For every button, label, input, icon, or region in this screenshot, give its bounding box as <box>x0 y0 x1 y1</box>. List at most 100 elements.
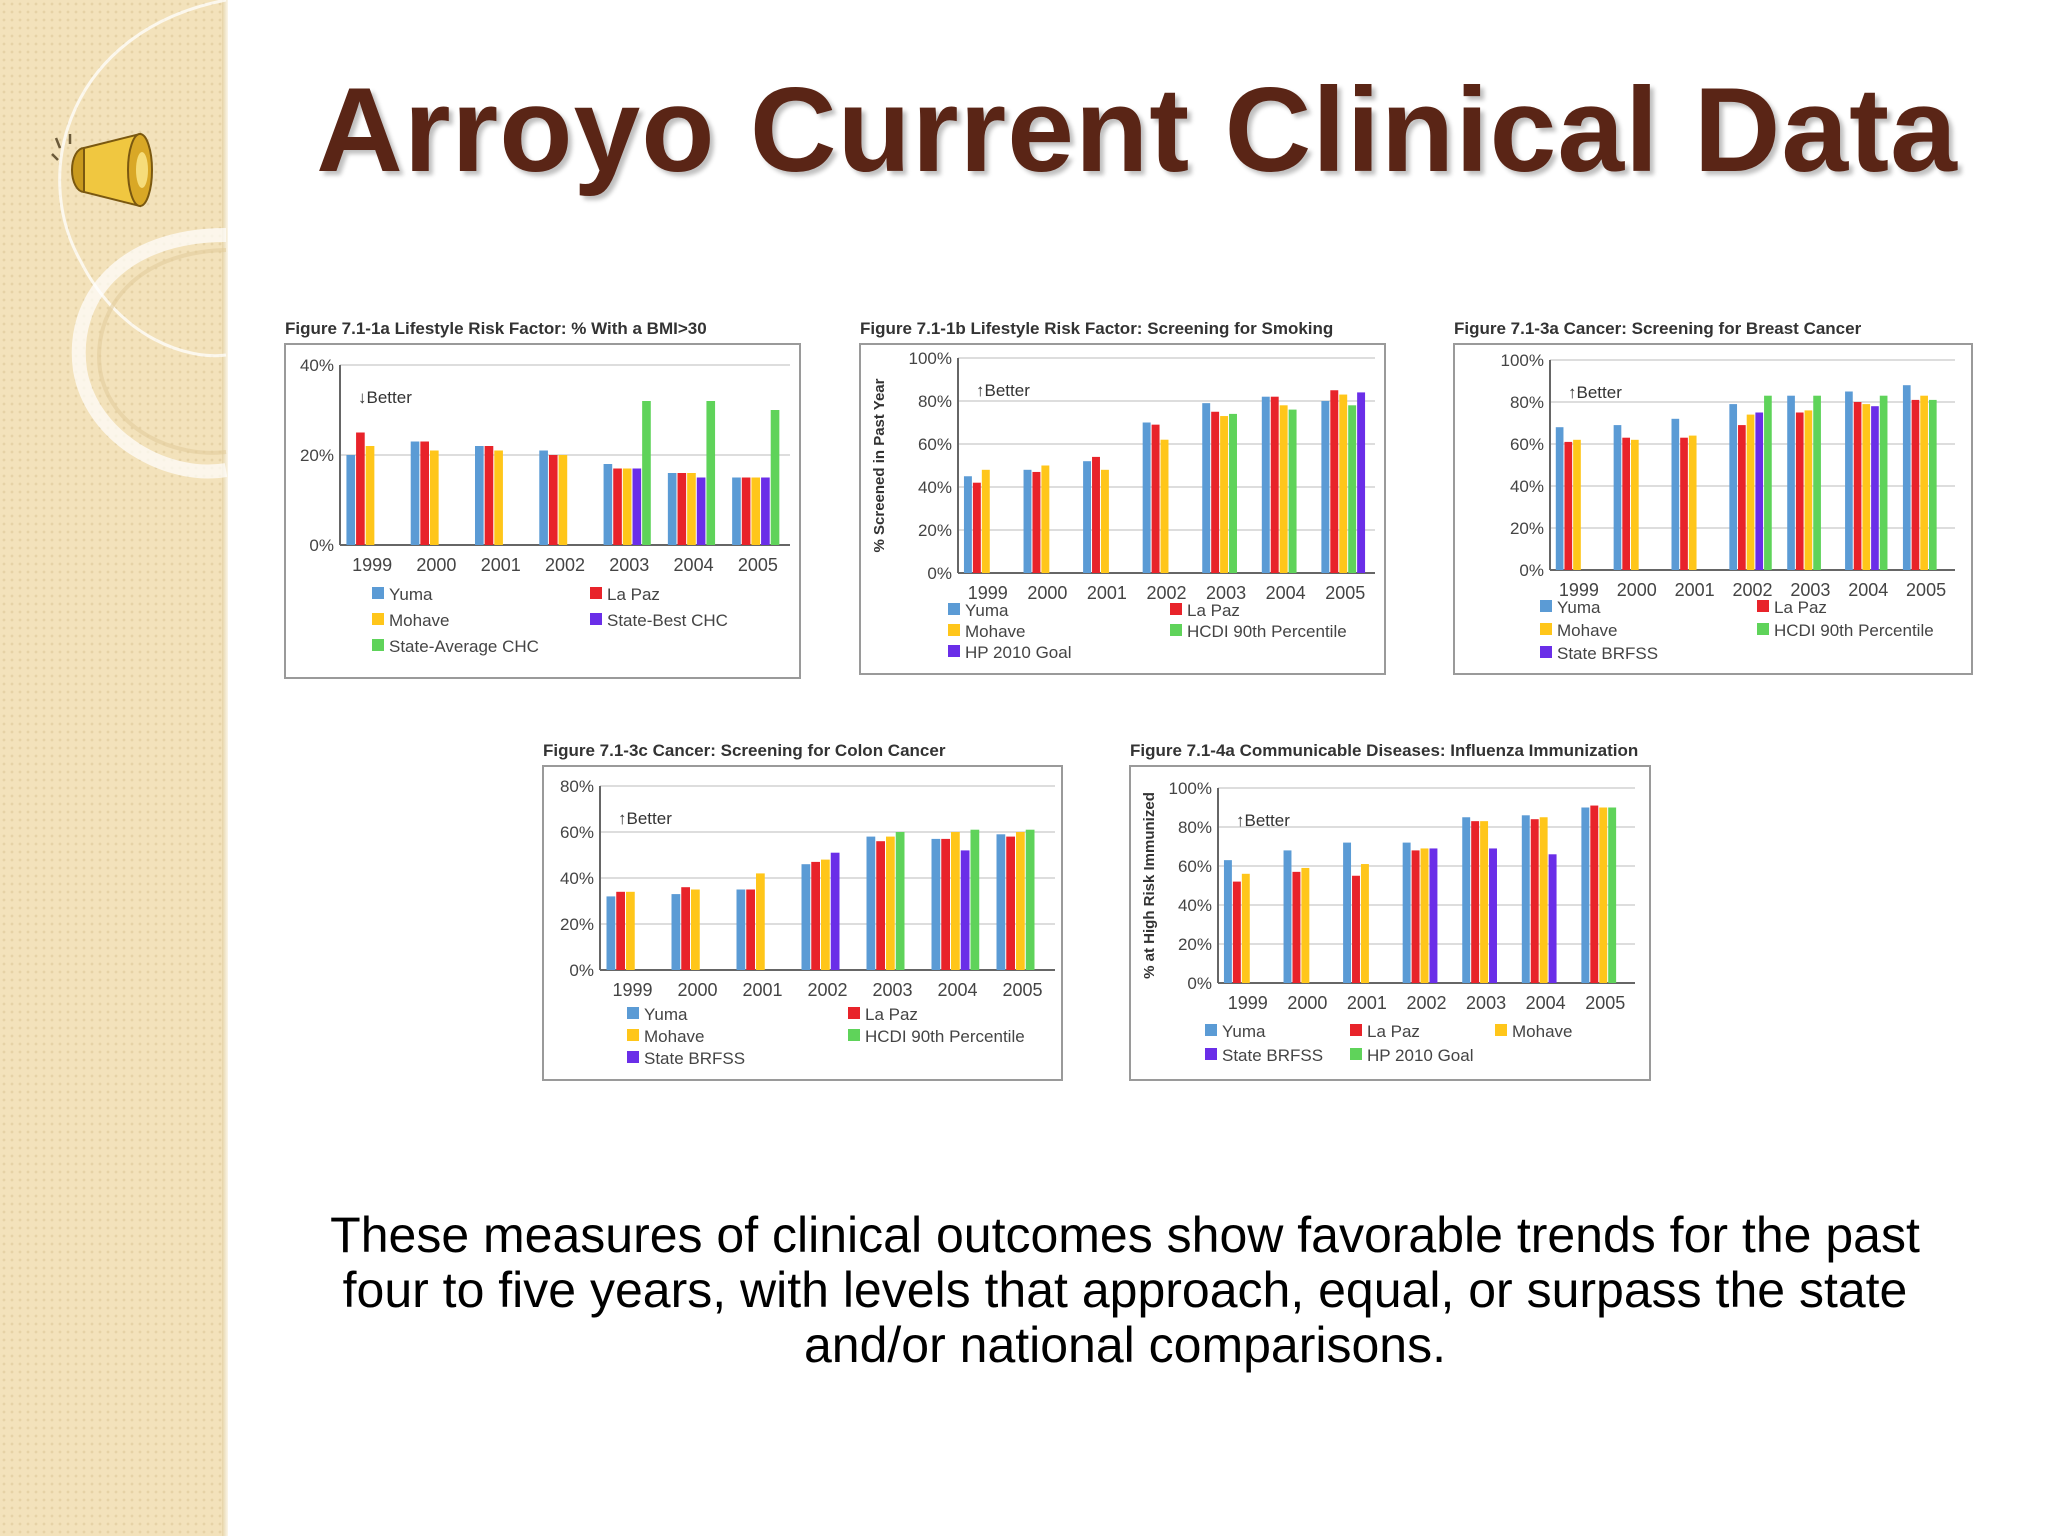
bar-yuma-1999 <box>606 896 616 970</box>
slide-title: Arroyo Current Clinical Data <box>316 63 1958 197</box>
legend-swatch <box>590 587 602 599</box>
bar-mohave-2003 <box>1480 821 1489 983</box>
y-tick-label: 0% <box>927 564 952 583</box>
bar-yuma-2000 <box>1023 469 1032 573</box>
y-tick-label: 20% <box>918 521 952 540</box>
bar-state-brfss-2003 <box>1489 848 1497 983</box>
bar-la-paz-2002 <box>1738 425 1746 570</box>
bar-la-paz-2003 <box>876 841 885 970</box>
bar-hcdi-90th-percentile-2003 <box>1229 413 1237 573</box>
legend-label: Yuma <box>644 1005 688 1024</box>
legend-label: HP 2010 Goal <box>1367 1046 1473 1065</box>
x-tick-label: 2001 <box>1087 583 1127 603</box>
bar-mohave-2000 <box>691 889 700 970</box>
bar-mohave-1999 <box>1241 873 1250 983</box>
legend-swatch <box>1495 1024 1507 1036</box>
y-tick-label: 20% <box>300 446 334 465</box>
bar-yuma-2001 <box>1343 842 1352 983</box>
x-tick-label: 1999 <box>1228 993 1268 1013</box>
x-tick-label: 2000 <box>1027 583 1067 603</box>
bar-la-paz-2004 <box>1853 402 1862 570</box>
legend-label: State BRFSS <box>644 1049 745 1068</box>
legend-label: HCDI 90th Percentile <box>1187 622 1347 641</box>
legend-swatch <box>948 624 960 636</box>
bar-la-paz-2002 <box>548 455 558 545</box>
bar-la-paz-2004 <box>1530 819 1539 983</box>
bar-mohave-2002 <box>558 455 568 545</box>
y-tick-label: 20% <box>560 915 594 934</box>
bar-la-paz-2002 <box>1411 850 1420 983</box>
legend-label: State BRFSS <box>1557 644 1658 663</box>
x-tick-label: 2003 <box>609 555 649 575</box>
y-tick-label: 40% <box>1178 896 1212 915</box>
bar-yuma-2004 <box>931 838 941 970</box>
y-tick-label: 60% <box>918 435 952 454</box>
better-annotation: ↑Better <box>1568 383 1622 402</box>
bar-yuma-2004 <box>1521 815 1530 983</box>
bar-state-best-chc-2004 <box>696 477 706 545</box>
x-tick-label: 2002 <box>1146 583 1186 603</box>
bar-mohave-2005 <box>1920 395 1928 570</box>
bar-mohave-2003 <box>1220 416 1229 573</box>
bar-la-paz-2004 <box>677 473 687 545</box>
bar-la-paz-2001 <box>1680 437 1688 570</box>
bar-la-paz-2003 <box>613 468 622 545</box>
x-tick-label: 2002 <box>1732 580 1772 600</box>
legend-swatch <box>1205 1048 1217 1060</box>
bar-mohave-1999 <box>1573 439 1581 570</box>
bar-yuma-2003 <box>1462 817 1471 983</box>
bar-state-best-chc-2003 <box>632 468 642 545</box>
decorative-arcs <box>58 0 228 479</box>
bar-mohave-2000 <box>1301 867 1310 983</box>
legend-swatch <box>1540 623 1552 635</box>
x-tick-label: 2001 <box>481 555 521 575</box>
y-tick-label: 0% <box>309 536 334 555</box>
x-tick-label: 1999 <box>1559 580 1599 600</box>
bar-hcdi-90th-percentile-2004 <box>1879 395 1888 570</box>
x-tick-label: 1999 <box>968 583 1008 603</box>
bar-state-average-chc-2004 <box>706 401 716 545</box>
legend-swatch <box>848 1007 860 1019</box>
bar-yuma-2000 <box>410 441 420 545</box>
bar-mohave-2005 <box>751 477 761 545</box>
bar-yuma-2004 <box>667 473 677 545</box>
bar-mohave-2000 <box>1041 465 1050 573</box>
speaker-icon[interactable] <box>50 130 170 230</box>
bar-yuma-2004 <box>1261 396 1270 573</box>
y-tick-label: 40% <box>300 356 334 375</box>
y-tick-label: 0% <box>1519 561 1544 580</box>
bar-hcdi-90th-percentile-2005 <box>1928 399 1937 570</box>
legend-swatch <box>627 1007 639 1019</box>
bar-hcdi-90th-percentile-2005 <box>1348 405 1357 573</box>
legend-label: Mohave <box>1557 621 1617 640</box>
legend-label: HCDI 90th Percentile <box>865 1027 1025 1046</box>
bar-mohave-2004 <box>687 473 696 545</box>
bar-mohave-2004 <box>1279 405 1288 573</box>
bar-mohave-2005 <box>1339 394 1348 573</box>
legend-label: HP 2010 Goal <box>965 643 1071 662</box>
bar-mohave-2001 <box>1100 469 1109 573</box>
x-tick-label: 2004 <box>937 980 977 1000</box>
bar-mohave-1999 <box>626 891 635 970</box>
y-tick-label: 20% <box>1178 935 1212 954</box>
y-tick-label: 100% <box>909 349 952 368</box>
x-tick-label: 2002 <box>1406 993 1446 1013</box>
x-tick-label: 2004 <box>1266 583 1306 603</box>
bar-mohave-2003 <box>622 468 632 545</box>
bar-la-paz-2001 <box>746 889 755 970</box>
bar-yuma-2002 <box>1402 842 1411 983</box>
slide-caption: These measures of clinical outcomes show… <box>330 1207 1920 1373</box>
bar-mohave-2000 <box>1631 439 1639 570</box>
bar-yuma-2001 <box>475 446 484 545</box>
bar-la-paz-2000 <box>681 887 690 970</box>
legend-swatch <box>1205 1024 1217 1036</box>
x-tick-label: 2001 <box>1347 993 1387 1013</box>
bar-la-paz-2003 <box>1795 412 1804 570</box>
bar-hcdi-90th-percentile-2004 <box>970 829 980 970</box>
legend-label: La Paz <box>865 1005 918 1024</box>
y-axis-label: % Screened in Past Year <box>871 378 888 552</box>
legend-swatch <box>372 639 384 651</box>
y-tick-label: 80% <box>1178 818 1212 837</box>
bar-la-paz-1999 <box>1564 441 1573 570</box>
bar-state-brfss-2004 <box>960 850 970 970</box>
